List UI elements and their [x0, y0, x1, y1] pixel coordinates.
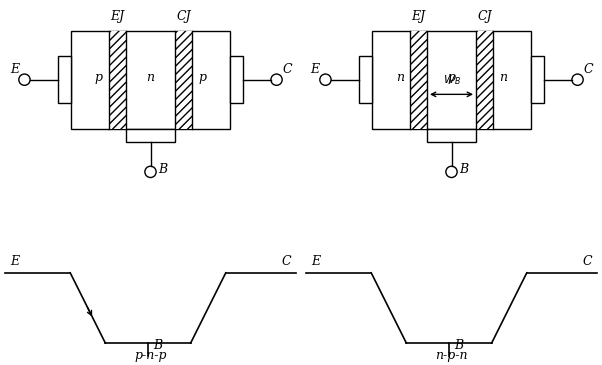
- Text: n: n: [499, 71, 507, 84]
- Text: CJ: CJ: [477, 10, 492, 23]
- Bar: [229, 56, 243, 103]
- Bar: [530, 56, 544, 103]
- Text: n: n: [396, 71, 404, 84]
- Text: p-n-p: p-n-p: [134, 349, 167, 362]
- Text: C: C: [282, 63, 292, 76]
- Text: C: C: [281, 255, 291, 268]
- Text: p: p: [95, 71, 103, 84]
- Text: B: B: [153, 339, 162, 352]
- Text: EJ: EJ: [111, 10, 125, 23]
- Text: n-p-n: n-p-n: [435, 349, 468, 362]
- Text: B: B: [158, 162, 167, 176]
- Text: E: E: [311, 63, 320, 76]
- Text: p: p: [447, 71, 456, 84]
- Text: E: E: [10, 255, 19, 268]
- Bar: [410, 31, 427, 128]
- Bar: [58, 56, 72, 103]
- Text: n: n: [146, 71, 155, 84]
- Bar: [476, 31, 493, 128]
- Bar: [373, 31, 530, 128]
- Text: B: B: [459, 162, 468, 176]
- Text: E: E: [10, 63, 19, 76]
- Bar: [175, 31, 192, 128]
- Bar: [427, 128, 476, 142]
- Text: p: p: [198, 71, 206, 84]
- Text: C: C: [583, 63, 593, 76]
- Bar: [72, 31, 229, 128]
- Text: CJ: CJ: [176, 10, 191, 23]
- Text: E: E: [311, 255, 320, 268]
- Bar: [359, 56, 373, 103]
- Bar: [126, 128, 175, 142]
- Text: EJ: EJ: [412, 10, 426, 23]
- Text: $W_B$: $W_B$: [442, 73, 461, 87]
- Text: C: C: [582, 255, 592, 268]
- Text: B: B: [454, 339, 463, 352]
- Bar: [109, 31, 126, 128]
